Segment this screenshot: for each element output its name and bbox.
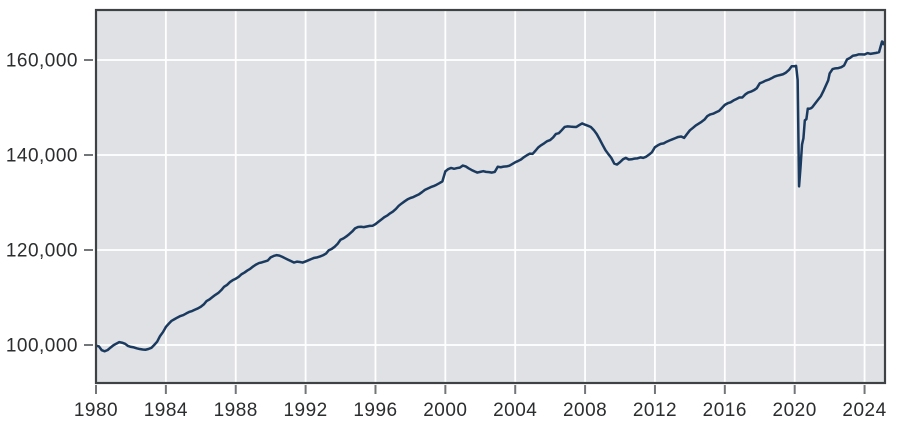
x-tick-label-2016: 2016 [703,400,747,421]
y-tick-label-100,000: 100,000 [6,336,78,357]
x-tick-label-2024: 2024 [842,400,886,421]
x-tick-label-1984: 1984 [144,400,188,421]
data-line-series-0 [95,40,887,353]
x-tick-label-1988: 1988 [214,400,258,421]
plot-frame [94,8,887,385]
x-tick-label-2008: 2008 [563,400,607,421]
x-tick-label-2004: 2004 [493,400,537,421]
x-tick-label-2020: 2020 [773,400,817,421]
x-tick-label-1992: 1992 [283,400,327,421]
x-tick-label-2012: 2012 [633,400,677,421]
y-tick-label-120,000: 120,000 [6,241,78,262]
y-tick-label-140,000: 140,000 [6,146,78,167]
x-tick-label-1980: 1980 [74,400,118,421]
x-tick-label-1996: 1996 [353,400,397,421]
y-tick-label-160,000: 160,000 [6,51,78,72]
plot-area [96,10,885,383]
x-tick-label-2000: 2000 [423,400,467,421]
